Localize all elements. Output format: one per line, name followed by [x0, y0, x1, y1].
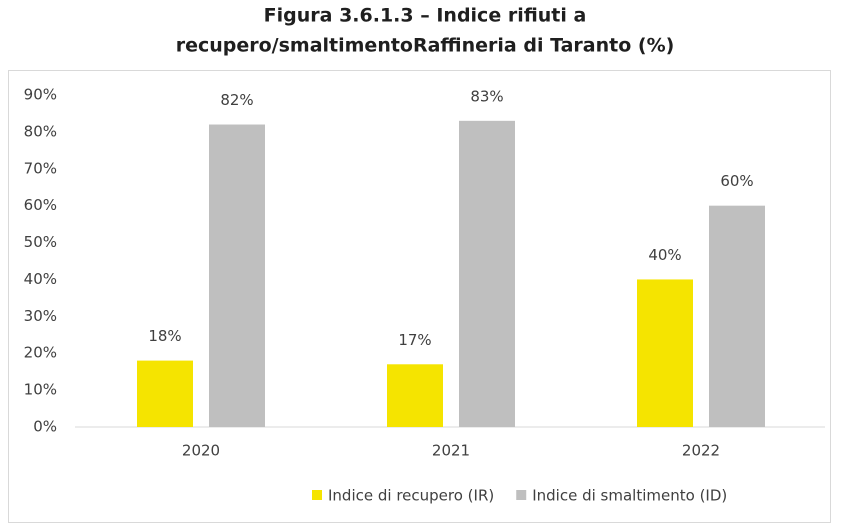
x-tick-label: 2020 [182, 442, 220, 460]
y-tick-label: 20% [24, 344, 57, 362]
bar [209, 124, 265, 427]
bar [637, 279, 693, 427]
x-tick-label: 2021 [432, 442, 470, 460]
chart-title: recupero/smaltimentoRaffineria di Tarant… [176, 35, 675, 57]
data-label: 60% [720, 172, 753, 190]
legend-swatch [516, 490, 527, 500]
y-tick-label: 30% [24, 307, 57, 325]
bar [137, 360, 193, 427]
data-label: 18% [148, 327, 181, 345]
x-tick-label: 2022 [682, 442, 720, 460]
y-tick-label: 60% [24, 196, 57, 214]
bar [459, 120, 515, 428]
y-tick-label: 70% [24, 159, 57, 177]
data-label: 40% [648, 246, 681, 264]
data-label: 17% [398, 331, 431, 349]
y-tick-label: 40% [24, 270, 57, 288]
data-label: 82% [220, 91, 253, 109]
chart-title: Figura 3.6.1.3 – Indice rifiuti a [264, 5, 587, 27]
legend-swatch [312, 490, 322, 500]
y-tick-label: 80% [24, 122, 57, 140]
legend-label: Indice di smaltimento (ID) [532, 487, 727, 505]
bar [709, 205, 765, 427]
chart-frame [8, 70, 831, 523]
y-tick-label: 0% [33, 418, 57, 436]
y-tick-label: 50% [24, 233, 57, 251]
y-tick-label: 10% [24, 381, 57, 399]
legend-label: Indice di recupero (IR) [328, 487, 494, 505]
y-tick-label: 90% [24, 86, 57, 104]
bar [387, 364, 443, 427]
data-label: 83% [470, 87, 503, 105]
